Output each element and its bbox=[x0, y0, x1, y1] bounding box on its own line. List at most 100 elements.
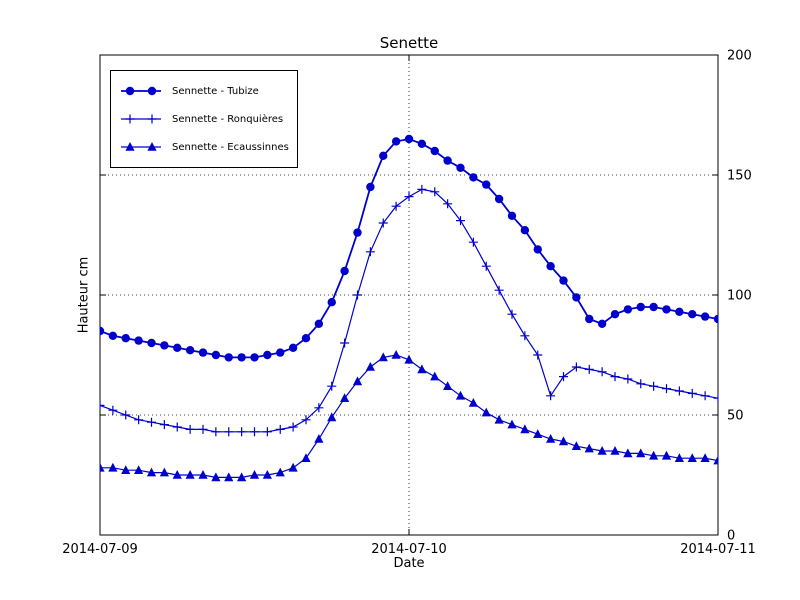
triangle-marker-icon bbox=[391, 350, 401, 359]
plus-marker-icon bbox=[340, 338, 350, 348]
plus-marker-icon bbox=[224, 427, 234, 437]
plus-marker-icon bbox=[546, 391, 556, 401]
plus-marker-icon bbox=[121, 410, 131, 420]
plus-marker-icon bbox=[494, 285, 504, 295]
triangle-marker-icon bbox=[636, 448, 646, 458]
triangle-marker-icon bbox=[146, 467, 157, 477]
y-tick-label: 150 bbox=[727, 169, 752, 184]
circle-marker-icon bbox=[125, 86, 135, 96]
plus-marker-icon bbox=[353, 290, 362, 300]
plus-marker-icon bbox=[250, 427, 259, 437]
triangle-marker-icon bbox=[546, 434, 556, 443]
y-axis-label: Hauteur cm bbox=[76, 256, 92, 334]
circle-marker-icon bbox=[263, 350, 272, 360]
triangle-marker-icon bbox=[507, 419, 517, 429]
plus-marker-icon bbox=[468, 237, 478, 247]
plus-marker-icon bbox=[481, 261, 491, 271]
triangle-marker-icon bbox=[365, 362, 375, 371]
plus-marker-icon bbox=[125, 114, 135, 124]
circle-marker-icon bbox=[636, 302, 645, 312]
circle-marker-icon bbox=[147, 338, 156, 348]
circle-marker-icon bbox=[121, 334, 130, 343]
plus-marker-icon bbox=[365, 247, 375, 257]
legend: Sennette - Tubize Sennette - Ronquières … bbox=[110, 70, 298, 168]
triangle-marker-icon bbox=[610, 446, 620, 455]
triangle-marker-icon bbox=[185, 470, 195, 479]
circle-marker-icon bbox=[301, 334, 311, 343]
triangle-marker-icon bbox=[224, 472, 234, 482]
circle-marker-icon bbox=[610, 310, 620, 319]
series-3 bbox=[99, 350, 719, 482]
series-2 bbox=[99, 184, 719, 437]
plus-marker-icon bbox=[185, 424, 195, 434]
triangle-marker-icon bbox=[159, 467, 169, 477]
triangle-marker-icon bbox=[558, 436, 569, 446]
triangle-marker-icon bbox=[443, 381, 453, 390]
circle-marker-icon bbox=[237, 353, 246, 362]
triangle-marker-icon bbox=[99, 462, 105, 472]
triangle-marker-icon bbox=[134, 465, 144, 474]
x-tick-label: 2014-07-11 bbox=[680, 542, 756, 557]
plus-marker-icon bbox=[288, 422, 298, 432]
plus-marker-icon bbox=[700, 391, 710, 401]
triangle-marker-icon bbox=[687, 453, 697, 462]
triangle-marker-icon bbox=[378, 352, 388, 362]
plus-marker-icon bbox=[159, 420, 169, 430]
triangle-marker-icon bbox=[597, 446, 607, 455]
triangle-marker-icon bbox=[700, 453, 710, 462]
circle-marker-icon bbox=[417, 139, 427, 148]
triangle-marker-icon bbox=[125, 142, 135, 151]
circle-marker-icon bbox=[391, 137, 401, 146]
circle-marker-icon bbox=[713, 314, 719, 324]
y-tick-label: 100 bbox=[727, 289, 752, 304]
circle-marker-icon bbox=[198, 348, 208, 357]
legend-label: Sennette - Tubize bbox=[172, 85, 259, 97]
circle-marker-icon bbox=[276, 348, 285, 357]
triangle-marker-icon bbox=[455, 390, 466, 400]
circle-marker-icon bbox=[507, 211, 517, 220]
circle-marker-icon bbox=[482, 180, 491, 189]
circle-marker-icon bbox=[108, 331, 118, 340]
plus-marker-icon bbox=[172, 422, 182, 432]
triangle-marker-icon bbox=[649, 450, 659, 460]
circle-marker-icon bbox=[649, 302, 658, 312]
triangle-marker-icon bbox=[327, 412, 337, 422]
circle-marker-icon bbox=[404, 134, 414, 144]
circle-marker-icon bbox=[494, 194, 504, 204]
circle-marker-icon bbox=[597, 319, 607, 328]
circle-marker-icon bbox=[520, 226, 530, 235]
triangle-marker-icon bbox=[468, 398, 478, 407]
circle-marker-icon bbox=[662, 305, 671, 314]
triangle-marker-icon bbox=[713, 455, 719, 465]
plus-marker-icon bbox=[327, 381, 337, 391]
plus-marker-icon bbox=[430, 187, 440, 197]
plus-marker-icon bbox=[262, 427, 272, 437]
circle-marker-icon bbox=[366, 182, 375, 192]
plus-marker-icon bbox=[417, 184, 427, 194]
plus-marker-icon bbox=[520, 331, 530, 341]
plus-marker-icon bbox=[559, 372, 568, 382]
series-1 bbox=[99, 134, 719, 362]
legend-label: Sennette - Ecaussinnes bbox=[172, 141, 289, 153]
triangle-marker-icon bbox=[584, 443, 594, 453]
circle-marker-icon bbox=[675, 307, 684, 316]
triangle-marker-icon bbox=[352, 376, 363, 386]
circle-marker-icon bbox=[623, 305, 633, 314]
circle-marker-icon bbox=[533, 245, 542, 254]
plus-marker-sample-icon bbox=[121, 114, 161, 124]
circle-marker-icon bbox=[379, 151, 388, 160]
triangle-marker-icon bbox=[262, 470, 272, 479]
plus-marker-icon bbox=[391, 201, 401, 211]
x-axis-label: Date bbox=[393, 556, 425, 571]
plus-marker-icon bbox=[623, 374, 633, 384]
plus-marker-icon bbox=[533, 350, 543, 360]
circle-marker-icon bbox=[224, 353, 233, 362]
circle-marker-icon bbox=[185, 346, 195, 355]
triangle-marker-icon bbox=[494, 414, 504, 424]
circle-marker-icon bbox=[340, 266, 349, 276]
circle-marker-icon bbox=[469, 173, 478, 182]
circle-marker-icon bbox=[288, 343, 298, 352]
plus-marker-icon bbox=[147, 114, 157, 124]
